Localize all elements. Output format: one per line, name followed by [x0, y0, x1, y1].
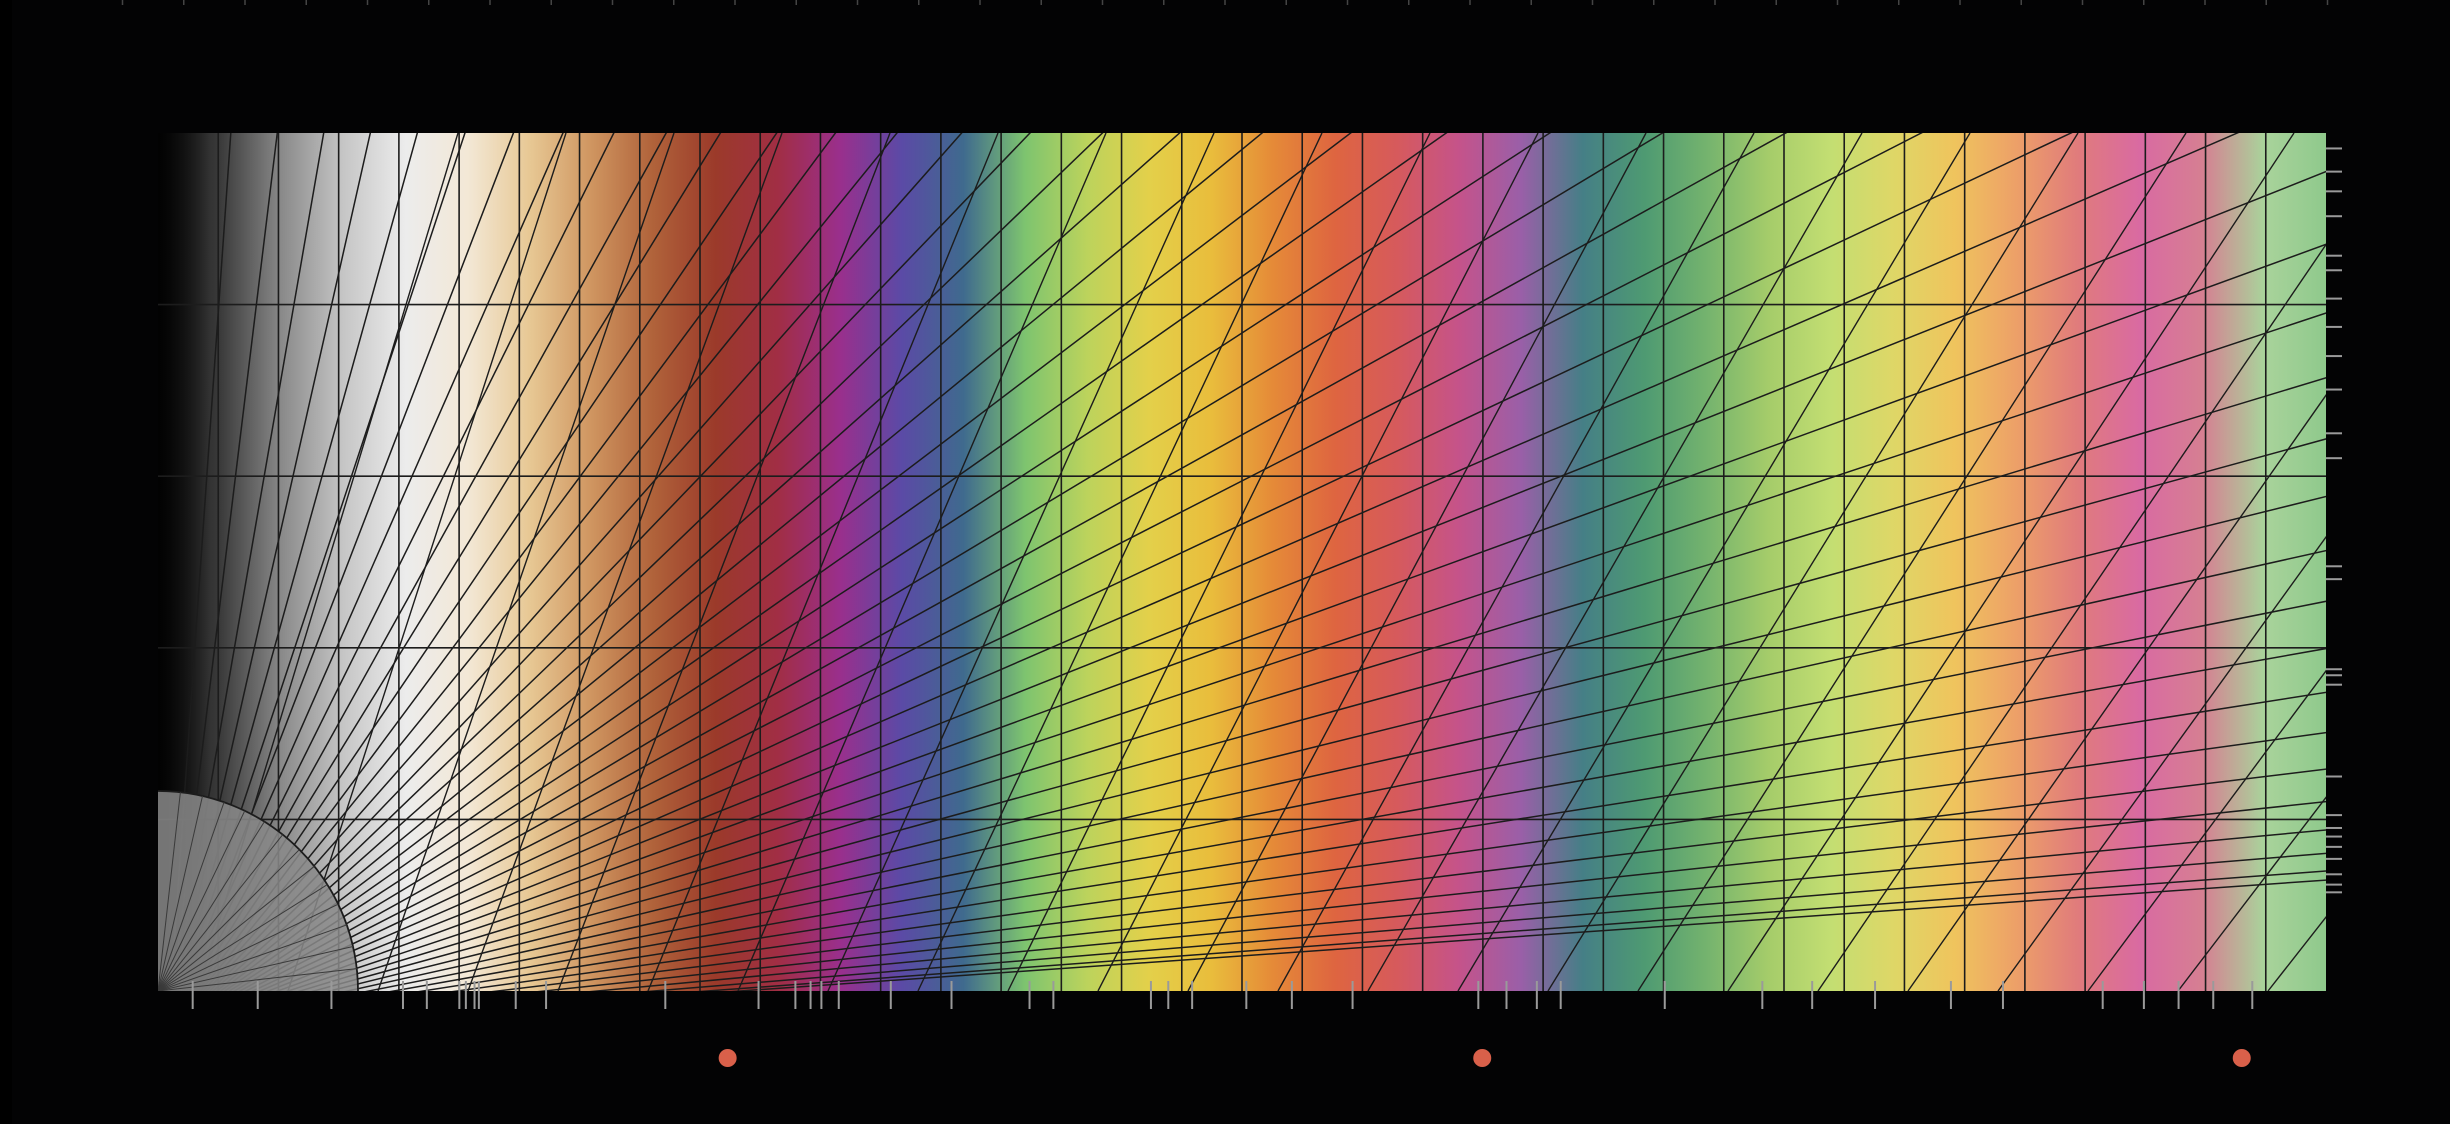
- fan-ray: [215, 133, 1264, 991]
- slant-line: [1637, 133, 2187, 991]
- fan-ray: [219, 133, 1352, 991]
- slant-line: [1007, 133, 1431, 991]
- slant-line: [1367, 133, 1863, 991]
- fan-ray: [233, 133, 1664, 991]
- fan-ray: [191, 133, 722, 991]
- semicircle-spoke: [158, 924, 347, 991]
- fan-ray: [389, 647, 2326, 991]
- slant-line: [1547, 133, 2079, 991]
- fan-ray: [199, 133, 898, 991]
- semicircle-spoke: [158, 802, 225, 991]
- marker-center: [1473, 1049, 1492, 1067]
- fan-ray: [266, 170, 2326, 991]
- fan-ray: [451, 731, 2326, 991]
- fan-ray: [251, 133, 2073, 991]
- fan-ray: [211, 133, 1181, 991]
- slant-line: [1907, 394, 2326, 991]
- slant-line: [737, 133, 1107, 991]
- fan-ray: [344, 549, 2326, 991]
- semicircle-spoke: [158, 968, 357, 991]
- semicircle-spoke: [158, 884, 328, 991]
- fan-ray: [418, 691, 2326, 991]
- markers: [718, 1049, 2251, 1067]
- fan-ray: [697, 870, 2326, 991]
- semicircle-spoke: [158, 821, 265, 991]
- left-border-strip: [0, 0, 12, 1124]
- fan-ray: [187, 133, 615, 991]
- slant-line: [2177, 796, 2326, 991]
- fan-ray: [223, 133, 1448, 991]
- slant-line: [1997, 535, 2326, 991]
- fan-ray: [285, 312, 2326, 991]
- fan-ray: [537, 800, 2326, 991]
- slant-line: [2087, 669, 2326, 991]
- semicircle-spoke: [158, 946, 354, 991]
- right-ticks: [2326, 147, 2342, 894]
- bottom-ticks: [191, 981, 2254, 1009]
- horizontal-grid: [158, 303, 2326, 821]
- slant-line: [647, 133, 999, 991]
- fan-ray: [244, 133, 1923, 991]
- fan-ray: [202, 133, 963, 991]
- slant-line: [1097, 133, 1539, 991]
- slant-line: [1277, 133, 1755, 991]
- semicircle-spoke: [158, 795, 203, 991]
- semicircle-spoke: [158, 810, 246, 991]
- slant-line: [467, 133, 783, 991]
- semicircle-spoke: [158, 849, 300, 991]
- slant-line: [557, 133, 891, 991]
- slant-line: [287, 133, 567, 991]
- slant-line: [1727, 133, 2295, 991]
- fan-ray: [238, 133, 1788, 991]
- slant-line: [1457, 133, 1971, 991]
- fan-ray: [196, 133, 837, 991]
- semicircle: [158, 790, 359, 991]
- fan-ray: [194, 133, 778, 991]
- semicircle-spoke: [158, 834, 284, 991]
- slant-line: [1817, 243, 2326, 991]
- semicircle-spoke: [158, 903, 339, 991]
- fan-ray: [326, 495, 2326, 991]
- fan-ray: [365, 600, 2326, 991]
- semicircle-spoke: [158, 792, 181, 991]
- marker-right: [2232, 1049, 2251, 1067]
- fan-ray: [310, 438, 2326, 991]
- fan-ray: [275, 243, 2326, 991]
- slant-line: [917, 133, 1323, 991]
- fan-ray: [589, 829, 2326, 991]
- fan-ray: [189, 133, 668, 991]
- fan-ray: [205, 133, 1032, 991]
- fan-ray: [258, 133, 2240, 991]
- slant-line: [827, 133, 1215, 991]
- marker-left: [718, 1049, 737, 1067]
- semicircle-spoke: [158, 865, 315, 991]
- plot-area: [158, 133, 2326, 991]
- fan-ray: [297, 377, 2326, 991]
- top-ticks: [121, 0, 2329, 5]
- fan-ray: [228, 133, 1552, 991]
- slant-line: [377, 133, 675, 991]
- slant-line: [1187, 133, 1647, 991]
- fan-ray: [491, 768, 2326, 991]
- fan-ray: [644, 852, 2326, 991]
- fan-ray: [208, 133, 1104, 991]
- fan-ray: [729, 879, 2326, 991]
